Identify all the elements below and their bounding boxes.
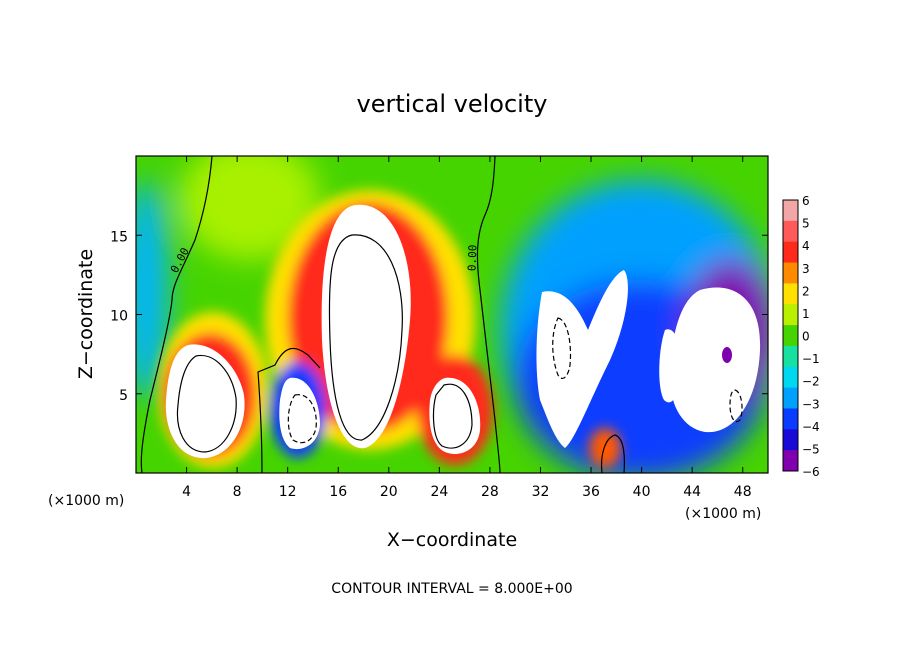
colorbar-label: 3 bbox=[802, 262, 810, 276]
contour-lines bbox=[140, 156, 626, 473]
contour-around-small-cells bbox=[257, 347, 321, 473]
x-tick-label: 40 bbox=[633, 484, 651, 500]
colorbar: 6 5 4 3 2 1 0 −1 −2 −3 −4 −5 −6 bbox=[782, 194, 820, 479]
colorbar-label: 0 bbox=[802, 330, 810, 344]
colorbar-label: −1 bbox=[802, 352, 820, 366]
y-axis-label: Z−coordinate bbox=[75, 249, 97, 379]
y-tick-label: 10 bbox=[110, 309, 128, 325]
colorbar-label: 1 bbox=[802, 307, 810, 321]
colorbar-swatch bbox=[783, 345, 798, 368]
colorbar-label: −6 bbox=[802, 465, 820, 479]
east-core-hole bbox=[722, 347, 732, 363]
colorbar-swatch bbox=[783, 220, 798, 243]
right-core-contour bbox=[432, 383, 473, 449]
x-tick-label: 12 bbox=[279, 484, 297, 500]
colorbar-swatch bbox=[783, 429, 798, 451]
colorbar-label: 6 bbox=[802, 194, 810, 208]
east-downdraft-core-3 bbox=[659, 329, 682, 403]
x-axis-label: X−coordinate bbox=[387, 529, 517, 551]
colorbar-label: 5 bbox=[802, 217, 810, 231]
x-tick-label: 24 bbox=[430, 484, 448, 500]
x-tick-label: 48 bbox=[734, 484, 752, 500]
east-downdraft-contour-2 bbox=[729, 389, 743, 423]
east-downdraft-contour-1 bbox=[552, 317, 572, 379]
colorbar-swatch bbox=[783, 200, 798, 222]
contour-label-east: 0.00 bbox=[466, 244, 480, 271]
x-unit-right: (×1000 m) bbox=[685, 506, 761, 522]
x-tick-label: 36 bbox=[582, 484, 600, 500]
contour-zero-east bbox=[476, 156, 501, 473]
colorbar-swatch bbox=[783, 325, 798, 347]
contour-interval-footer: CONTOUR INTERVAL = 8.000E+00 bbox=[331, 581, 572, 597]
small-updraft-core bbox=[279, 377, 320, 450]
colorbar-label: −3 bbox=[802, 397, 820, 411]
colorbar-label: −2 bbox=[802, 375, 820, 389]
contour-zero-west bbox=[140, 156, 213, 473]
central-core-contour bbox=[328, 234, 403, 441]
east-downdraft-core-1 bbox=[536, 270, 628, 448]
x-unit-left: (×1000 m) bbox=[48, 493, 124, 509]
colorbar-swatch bbox=[783, 450, 798, 472]
colorbar-swatch bbox=[783, 366, 798, 389]
colorbar-swatch bbox=[783, 241, 798, 264]
low-updraft-cell bbox=[589, 428, 621, 468]
colorbar-swatch bbox=[783, 283, 798, 305]
x-tick-label: 8 bbox=[233, 484, 242, 500]
x-tick-label: 16 bbox=[329, 484, 347, 500]
left-updraft-core bbox=[165, 344, 245, 459]
colorbar-label: −5 bbox=[802, 442, 820, 456]
x-tick-label: 20 bbox=[380, 484, 398, 500]
colorbar-label: 4 bbox=[802, 239, 810, 253]
upper-weak-updraft bbox=[180, 156, 320, 260]
colorbar-frame bbox=[782, 199, 799, 472]
east-downdraft-core-2 bbox=[669, 287, 761, 433]
x-tick-label: 44 bbox=[683, 484, 701, 500]
left-core-contour bbox=[176, 354, 237, 453]
central-updraft-core bbox=[321, 204, 411, 449]
small-downdraft-contour bbox=[287, 394, 317, 444]
colorbar-label: 2 bbox=[802, 284, 810, 298]
colorbar-swatch bbox=[783, 262, 798, 284]
x-tick-label: 4 bbox=[182, 484, 191, 500]
right-updraft-core bbox=[429, 377, 481, 454]
colorbar-swatch bbox=[783, 408, 798, 430]
chart-title: vertical velocity bbox=[357, 90, 548, 118]
low-updraft-contour bbox=[600, 434, 626, 473]
negative-contours bbox=[287, 317, 743, 444]
x-tick-label: 32 bbox=[532, 484, 550, 500]
heatmap-field: 0.00 0.00 bbox=[136, 156, 768, 473]
y-tick-label: 5 bbox=[119, 388, 128, 404]
colorbar-swatch bbox=[783, 387, 798, 409]
y-tick-label: 15 bbox=[110, 229, 128, 245]
y-axis: 5 10 15 bbox=[110, 229, 768, 404]
west-edge-downdraft bbox=[136, 180, 168, 400]
x-tick-label: 28 bbox=[481, 484, 499, 500]
x-axis: 4 8 12 16 20 24 28 32 36 40 44 48 bbox=[182, 156, 752, 500]
colorbar-label: −4 bbox=[802, 420, 820, 434]
colorbar-swatch bbox=[783, 304, 798, 326]
